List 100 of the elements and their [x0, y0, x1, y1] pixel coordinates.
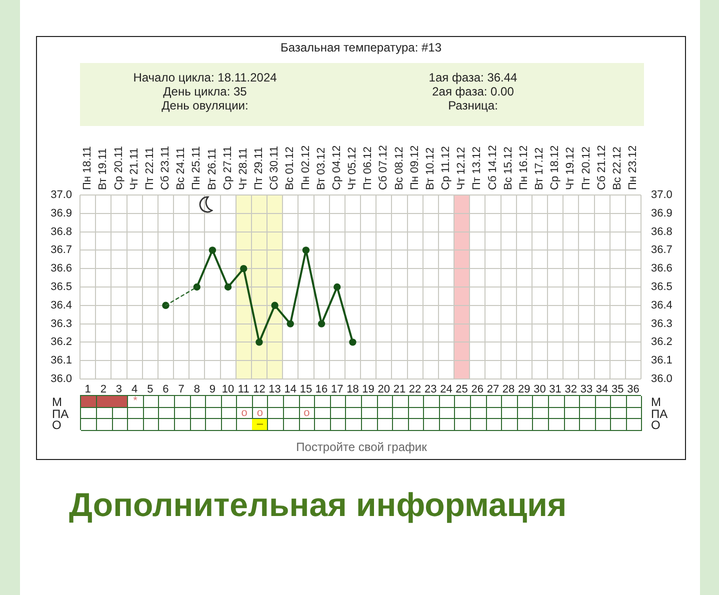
y-tick-label: 36.5	[50, 281, 72, 294]
x2-tick-label: Чт 05.12	[346, 147, 359, 190]
text: День овуляции:	[162, 98, 248, 112]
x2-tick-label: Пн 23.12	[627, 145, 640, 190]
point	[271, 302, 278, 309]
y2-tick-label: 36.0	[651, 373, 672, 386]
x-tick-label: 7	[178, 384, 184, 396]
y2-tick-label: 37.0	[651, 189, 672, 202]
x-tick-label: 5	[147, 384, 154, 396]
y2-tick-label: 36.3	[651, 318, 672, 330]
point	[318, 320, 326, 328]
text: Начало цикла: 18.11.2024	[133, 70, 278, 84]
x-tick-label: 24	[440, 384, 452, 396]
x-tick-label: 33	[580, 384, 593, 396]
x2-tick-label: Пт 22.11	[144, 147, 156, 190]
x2-tick-label: Вт 19.11	[97, 148, 110, 190]
point	[349, 338, 356, 346]
x2-tick-label: Пн 25.11	[190, 146, 203, 190]
y-tick-label: 36.3	[50, 318, 72, 330]
x2-tick-label: Ср 11.12	[440, 146, 452, 190]
y-tick-label: 36.7	[50, 244, 72, 256]
x-tick-label: 20	[378, 384, 390, 396]
y2-tick-label: 36.5	[651, 281, 672, 294]
point	[256, 338, 263, 346]
x-tick-label: 3	[116, 384, 122, 396]
x-tick-label: 18	[346, 384, 359, 396]
point	[286, 320, 294, 328]
x-tick-label: 8	[194, 384, 200, 396]
x2-tick-label: Пн 09.12	[408, 145, 421, 190]
x2-tick-label: Вт 10.12	[424, 147, 436, 190]
shaded-cell: –	[252, 419, 268, 431]
point	[302, 246, 310, 254]
x-tick-label: 4	[131, 384, 138, 396]
y2-tick-label: 36.7	[651, 244, 672, 256]
x2-tick-label: Вс 22.12	[611, 146, 624, 190]
x-tick-label: 31	[549, 384, 562, 396]
x2-tick-label: Сб 07.12	[378, 145, 390, 190]
category-label: О	[52, 418, 62, 432]
x-tick-label: 36	[627, 384, 640, 396]
text: o	[241, 406, 248, 418]
text: Постройте свой график	[295, 440, 428, 454]
x-tick-label: 11	[238, 384, 250, 396]
x-tick-label: 6	[162, 384, 169, 396]
x-tick-label: 17	[331, 384, 344, 396]
x-tick-label: 15	[300, 384, 312, 396]
x2-tick-label: Пн 16.12	[518, 145, 530, 190]
x2-tick-label: Пт 20.12	[580, 146, 592, 190]
y2-tick-label: 36.9	[651, 207, 672, 220]
y2-tick-label: 36.1	[651, 354, 672, 367]
x-tick-label: 21	[393, 384, 406, 396]
text: День цикла: 35	[163, 84, 248, 98]
category-label: М	[651, 395, 661, 409]
y-tick-label: 36.8	[50, 226, 72, 238]
y-tick-label: 36.1	[50, 354, 72, 367]
y-tick-label: 37.0	[50, 189, 72, 202]
x-tick-label: 27	[486, 384, 500, 396]
x-tick-label: 2	[100, 384, 106, 396]
point	[224, 283, 232, 291]
x2-tick-label: Чт 12.12	[456, 147, 468, 190]
y2-tick-label: 36.4	[651, 299, 672, 312]
x2-tick-label: Ср 20.11	[112, 146, 125, 190]
x-tick-label: 30	[534, 384, 546, 396]
x2-tick-label: Сб 14.12	[486, 145, 499, 190]
x-tick-label: 12	[253, 384, 266, 396]
y2-tick-label: 36.8	[651, 226, 672, 238]
text: 1ая фаза: 36.44	[428, 70, 518, 84]
point	[208, 246, 216, 254]
x2-tick-label: Пт 29.11	[253, 147, 266, 190]
x2-tick-label: Сб 23.11	[160, 146, 172, 190]
category-label: ПА	[651, 406, 668, 420]
x2-tick-label: Пт 06.12	[362, 146, 374, 190]
category-label: О	[651, 418, 660, 432]
text: 2ая фаза: 0.00	[432, 84, 514, 98]
x-tick-label: 29	[518, 384, 530, 396]
x2-tick-label: Пт 13.12	[471, 146, 484, 190]
x2-tick-label: Вс 15.12	[502, 146, 514, 190]
x2-tick-label: Ср 27.11	[222, 146, 234, 190]
x2-tick-label: Чт 19.12	[564, 147, 577, 190]
y2-tick-label: 36.6	[651, 262, 672, 275]
x-tick-label: 28	[502, 384, 515, 396]
x2-tick-label: Вт 03.12	[315, 147, 328, 190]
x2-tick-label: Вс 24.11	[175, 147, 188, 190]
y-tick-label: 36.0	[50, 373, 72, 386]
x2-tick-label: Чт 28.11	[237, 148, 250, 190]
point	[334, 283, 341, 291]
y-tick-label: 36.2	[50, 336, 72, 348]
chart-title: Базальная температура: #13	[280, 40, 442, 54]
y-tick-label: 36.9	[50, 207, 72, 220]
x-tick-label: 25	[456, 384, 468, 396]
x-tick-label: 14	[284, 384, 296, 396]
x-tick-label: 26	[471, 384, 484, 396]
x2-tick-label: Сб 30.11	[268, 146, 281, 190]
x-tick-label: 10	[222, 384, 234, 396]
category-label: М	[52, 395, 62, 409]
x2-tick-label: Чт 21.11	[128, 148, 140, 190]
y-tick-label: 36.6	[50, 262, 72, 275]
x-tick-label: 13	[268, 384, 281, 396]
x2-tick-label: Вс 01.12	[284, 146, 296, 190]
x-tick-label: 35	[612, 384, 624, 396]
category-label: ПА	[52, 406, 69, 420]
